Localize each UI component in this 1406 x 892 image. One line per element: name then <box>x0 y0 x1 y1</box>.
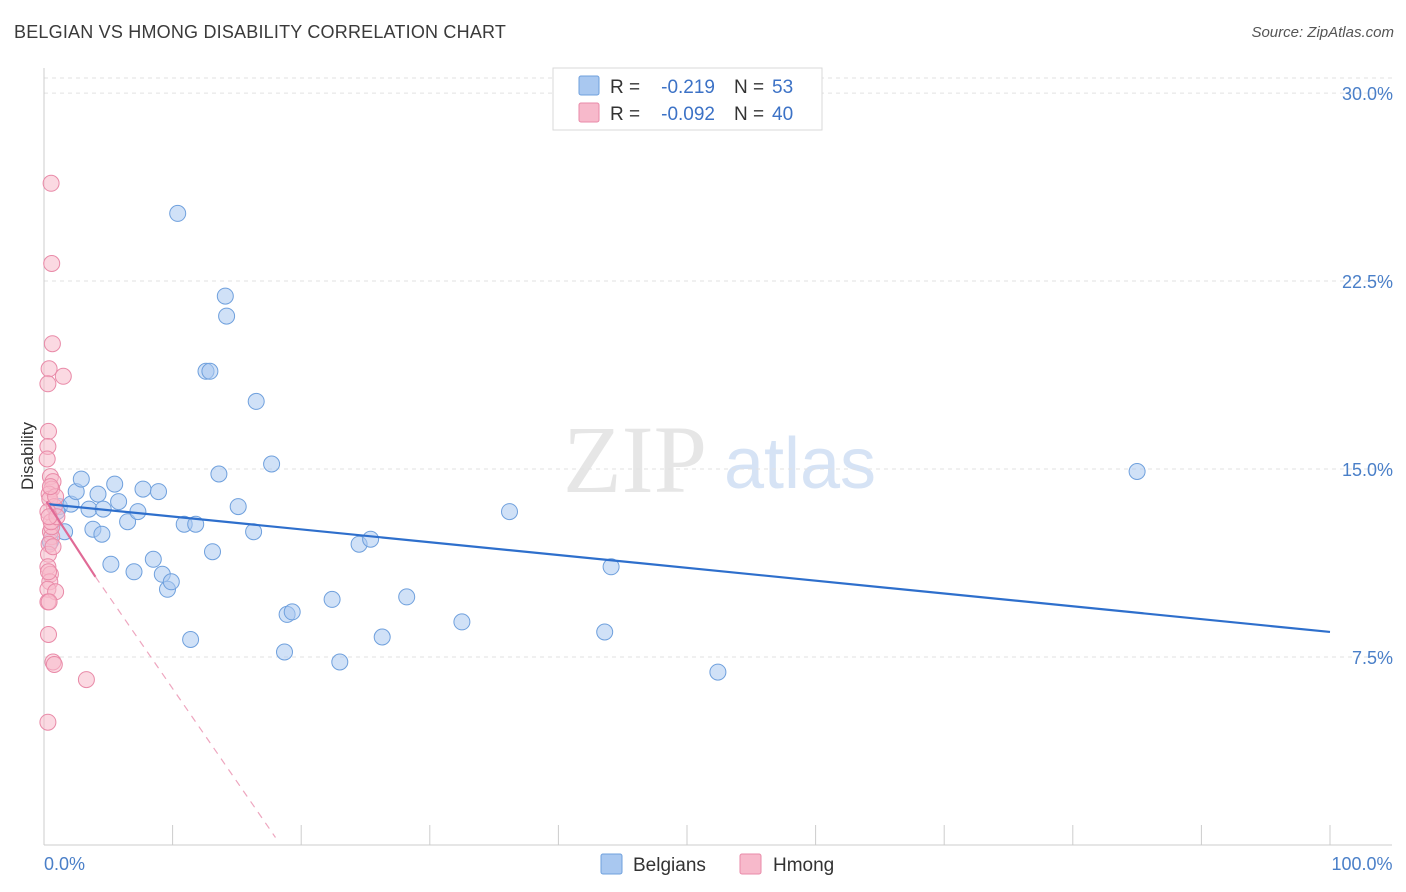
belgians-point <box>93 525 111 543</box>
belgians-point <box>362 530 380 548</box>
legend-n-label-belgians: N = <box>734 77 764 98</box>
belgians-point <box>134 480 152 498</box>
belgians-point <box>106 475 124 493</box>
belgians-point <box>709 663 727 681</box>
hmong-point <box>44 538 62 556</box>
belgians-point <box>247 392 265 410</box>
belgians-point <box>373 628 391 646</box>
hmong-trend-extension <box>94 576 276 838</box>
series-legend-label-belgians: Belgians <box>633 855 706 876</box>
belgians-point <box>182 631 200 648</box>
y-tick-label: 7.5% <box>1352 648 1393 668</box>
y-axis-label: Disability <box>18 421 37 490</box>
series-legend: Belgians Hmong <box>600 853 834 876</box>
hmong-point <box>40 422 57 440</box>
stats-legend: R = -0.219 N = 53 R = -0.092 N = 40 <box>552 67 823 131</box>
legend-swatch-belgians <box>578 75 600 96</box>
hmong-points <box>38 174 95 731</box>
hmong-point <box>38 450 56 468</box>
x-ticks <box>172 825 1331 845</box>
hmong-point <box>43 255 61 272</box>
hmong-trend-line <box>45 501 97 578</box>
trend-lines <box>45 501 1331 838</box>
belgians-point <box>501 503 518 521</box>
legend-n-label-hmong: N = <box>734 104 764 125</box>
series-legend-swatch-belgians <box>600 853 623 875</box>
belgians-point <box>276 643 293 661</box>
belgians-point <box>229 498 247 516</box>
hmong-point <box>39 713 57 731</box>
belgians-point <box>283 603 301 621</box>
belgians-point <box>263 455 281 473</box>
belgians-trend-line <box>47 503 1331 634</box>
chart-title: BELGIAN VS HMONG DISABILITY CORRELATION … <box>14 22 507 42</box>
belgians-point <box>72 470 90 488</box>
belgians-point <box>210 465 228 483</box>
belgians-point <box>169 204 187 222</box>
hmong-point <box>40 626 57 643</box>
belgians-point <box>453 613 471 631</box>
legend-r-value-hmong: -0.092 <box>661 104 715 125</box>
belgians-point <box>162 573 180 591</box>
legend-r-value-belgians: -0.219 <box>661 77 715 98</box>
belgians-point <box>204 543 221 561</box>
legend-r-label-hmong: R = <box>610 104 640 125</box>
belgians-point <box>150 483 167 501</box>
series-legend-label-hmong: Hmong <box>773 855 834 876</box>
hmong-point <box>45 656 63 673</box>
legend-n-value-belgians: 53 <box>772 77 793 98</box>
belgians-point <box>201 362 219 380</box>
belgians-point <box>216 287 234 305</box>
belgians-point <box>323 590 341 608</box>
y-tick-label: 15.0% <box>1342 460 1393 480</box>
legend-r-label-belgians: R = <box>610 77 640 98</box>
x-tick-label: 0.0% <box>44 854 85 874</box>
hmong-point <box>39 375 57 393</box>
watermark-atlas: atlas <box>724 424 876 504</box>
x-tick-label: 100.0% <box>1331 854 1392 874</box>
belgians-point <box>119 513 137 531</box>
axes <box>43 68 1392 846</box>
belgians-point <box>144 550 162 568</box>
hmong-point <box>42 174 60 192</box>
hmong-point <box>40 563 57 581</box>
y-tick-labels: 7.5% 15.0% 22.5% 30.0% <box>1342 84 1393 668</box>
watermark: ZIP atlas <box>563 406 876 513</box>
belgians-point <box>398 588 416 606</box>
belgians-point <box>125 563 143 581</box>
belgians-point <box>89 485 107 503</box>
hmong-point <box>77 671 95 689</box>
watermark-zip: ZIP <box>563 406 707 513</box>
belgians-point <box>596 623 614 641</box>
hmong-point <box>40 508 58 526</box>
y-tick-label: 22.5% <box>1342 272 1393 292</box>
belgians-point <box>110 493 128 511</box>
hmong-point <box>40 360 58 378</box>
belgians-point <box>102 555 120 573</box>
belgians-point <box>1128 463 1146 480</box>
source-credit: Source: ZipAtlas.com <box>1251 24 1394 41</box>
hmong-point <box>41 478 59 496</box>
hmong-point <box>43 335 61 353</box>
belgians-point <box>331 653 349 671</box>
x-tick-labels: 0.0% 100.0% <box>44 854 1393 874</box>
legend-n-value-hmong: 40 <box>772 104 793 125</box>
legend-swatch-hmong <box>578 102 600 123</box>
series-legend-swatch-hmong <box>739 853 762 875</box>
hmong-point <box>40 593 58 611</box>
belgians-point <box>602 558 620 576</box>
belgians-point <box>218 307 236 325</box>
y-tick-label: 30.0% <box>1342 84 1393 104</box>
hmong-point <box>54 367 72 385</box>
